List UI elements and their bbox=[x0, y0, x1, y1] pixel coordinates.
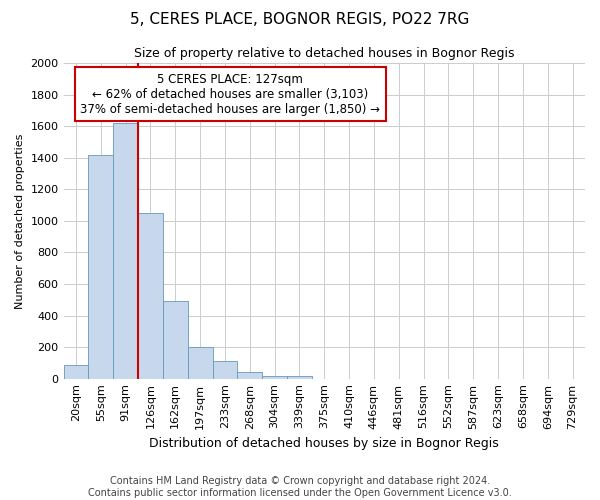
Bar bbox=[188, 347, 212, 378]
Bar bbox=[113, 123, 138, 378]
Text: 5, CERES PLACE, BOGNOR REGIS, PO22 7RG: 5, CERES PLACE, BOGNOR REGIS, PO22 7RG bbox=[130, 12, 470, 28]
Bar bbox=[287, 376, 312, 378]
Bar bbox=[212, 362, 238, 378]
Bar bbox=[238, 372, 262, 378]
Y-axis label: Number of detached properties: Number of detached properties bbox=[15, 133, 25, 308]
Text: 5 CERES PLACE: 127sqm
← 62% of detached houses are smaller (3,103)
37% of semi-d: 5 CERES PLACE: 127sqm ← 62% of detached … bbox=[80, 72, 380, 116]
Bar bbox=[163, 302, 188, 378]
Bar bbox=[262, 376, 287, 378]
Text: Contains HM Land Registry data © Crown copyright and database right 2024.
Contai: Contains HM Land Registry data © Crown c… bbox=[88, 476, 512, 498]
Title: Size of property relative to detached houses in Bognor Regis: Size of property relative to detached ho… bbox=[134, 48, 515, 60]
Bar bbox=[88, 154, 113, 378]
X-axis label: Distribution of detached houses by size in Bognor Regis: Distribution of detached houses by size … bbox=[149, 437, 499, 450]
Bar bbox=[138, 213, 163, 378]
Bar bbox=[64, 366, 88, 378]
